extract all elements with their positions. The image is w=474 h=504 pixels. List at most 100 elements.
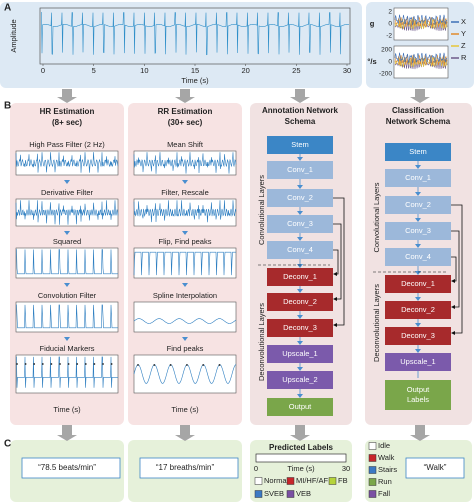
waveform bbox=[16, 304, 118, 329]
network-block bbox=[267, 293, 333, 311]
step-arrow bbox=[182, 231, 188, 235]
peak-marker bbox=[202, 364, 205, 366]
plot-frame bbox=[15, 150, 119, 176]
fiducial-marker bbox=[110, 363, 113, 365]
network-block bbox=[385, 196, 451, 214]
y-tick-label: 0 bbox=[388, 59, 392, 66]
panel-label: C bbox=[4, 439, 11, 450]
column-title: (30+ sec) bbox=[168, 118, 203, 127]
legend-swatch bbox=[368, 442, 377, 450]
plot-frame bbox=[133, 247, 237, 279]
step-label: Mean Shift bbox=[167, 140, 204, 149]
fiducial-marker bbox=[24, 363, 27, 365]
block-label: Conv_3 bbox=[287, 219, 313, 228]
legend-label: Y bbox=[461, 29, 466, 38]
legend-swatch bbox=[368, 466, 377, 474]
layer-group-label: Convolutional Layers bbox=[372, 182, 381, 252]
network-block bbox=[385, 380, 451, 410]
fiducial-marker bbox=[41, 363, 44, 365]
legend-label: Stairs bbox=[378, 465, 397, 474]
x-tick-label: 10 bbox=[140, 66, 148, 75]
step-label: Convolution Filter bbox=[38, 291, 97, 300]
step-arrow bbox=[415, 165, 421, 169]
flow-arrow bbox=[410, 425, 430, 441]
peak-marker bbox=[186, 364, 188, 366]
waveform bbox=[15, 200, 119, 225]
x-tick-label: 15 bbox=[191, 66, 199, 75]
result-text: “Walk” bbox=[424, 463, 447, 472]
legend-swatch bbox=[286, 477, 295, 485]
flow-arrow bbox=[410, 89, 430, 103]
x-axis-label: Time (s) bbox=[53, 405, 81, 414]
step-arrow bbox=[182, 283, 188, 287]
x-axis-label: Time (s) bbox=[171, 405, 199, 414]
step-label: High Pass Filter (2 Hz) bbox=[29, 140, 105, 149]
flow-arrow bbox=[57, 89, 77, 103]
block-label: Upscale_2 bbox=[282, 375, 317, 384]
network-block bbox=[385, 353, 451, 371]
time-tick-label: 30 bbox=[342, 464, 350, 473]
waveform bbox=[133, 200, 237, 223]
step-arrow bbox=[297, 237, 303, 241]
legend-label: X bbox=[461, 17, 466, 26]
x-tick-label: 5 bbox=[92, 66, 96, 75]
result-text: “78.5 beats/min” bbox=[38, 463, 96, 472]
legend-swatch bbox=[254, 477, 263, 485]
waveform bbox=[394, 14, 448, 26]
y-tick-label: 2 bbox=[388, 9, 392, 16]
block-label: Deconv_2 bbox=[283, 297, 317, 306]
network-block bbox=[267, 161, 333, 179]
step-arrow bbox=[415, 218, 421, 222]
waveform bbox=[41, 12, 350, 56]
step-label: Spline Interpolation bbox=[153, 291, 217, 300]
network-block bbox=[385, 143, 451, 161]
network-block bbox=[267, 215, 333, 233]
x-tick-label: 25 bbox=[292, 66, 300, 75]
plot-frame bbox=[133, 301, 237, 333]
skip-connection bbox=[451, 230, 460, 308]
network-block bbox=[385, 222, 451, 240]
legend-label: SVEB bbox=[264, 489, 284, 498]
legend-swatch bbox=[286, 490, 295, 498]
plot-frame bbox=[133, 150, 237, 176]
legend-label: Walk bbox=[378, 453, 395, 462]
column-title: (8+ sec) bbox=[52, 118, 82, 127]
layer-group-label: Deconvolutional Layers bbox=[372, 284, 381, 362]
network-block bbox=[267, 241, 333, 259]
fiducial-marker bbox=[93, 363, 96, 365]
network-block bbox=[267, 268, 333, 286]
step-arrow bbox=[297, 315, 303, 319]
block-label: Stem bbox=[409, 147, 427, 156]
legend-label: Normal bbox=[264, 476, 289, 485]
fiducial-marker bbox=[16, 363, 18, 365]
network-block bbox=[267, 319, 333, 337]
block-label: Deconv_1 bbox=[283, 272, 317, 281]
step-label: Derivative Filter bbox=[41, 188, 94, 197]
legend-label: Fall bbox=[378, 489, 390, 498]
step-arrow bbox=[64, 283, 70, 287]
fiducial-marker bbox=[102, 363, 104, 365]
y-tick-label: -2 bbox=[386, 33, 392, 40]
panel-title: Predicted Labels bbox=[269, 443, 334, 452]
label-bar bbox=[255, 453, 347, 463]
block-label: Deconv_2 bbox=[401, 305, 435, 314]
step-label: Squared bbox=[53, 237, 81, 246]
step-arrow bbox=[182, 337, 188, 341]
skip-connection bbox=[451, 204, 463, 334]
waveform bbox=[16, 356, 118, 388]
network-block bbox=[385, 169, 451, 187]
panel-label: B bbox=[4, 101, 11, 112]
step-arrow bbox=[297, 341, 303, 345]
step-arrow bbox=[415, 192, 421, 196]
block-label: Conv_2 bbox=[287, 193, 313, 202]
network-block bbox=[267, 398, 333, 416]
block-label: Stem bbox=[291, 140, 309, 149]
legend-label: Idle bbox=[378, 441, 390, 450]
step-label: Fiducial Markers bbox=[39, 344, 94, 353]
block-label: Conv_2 bbox=[405, 200, 431, 209]
legend-label: FB bbox=[338, 476, 348, 485]
network-block bbox=[385, 327, 451, 345]
result-box bbox=[21, 457, 121, 479]
step-arrow bbox=[64, 180, 70, 184]
flow-arrow bbox=[175, 425, 195, 441]
